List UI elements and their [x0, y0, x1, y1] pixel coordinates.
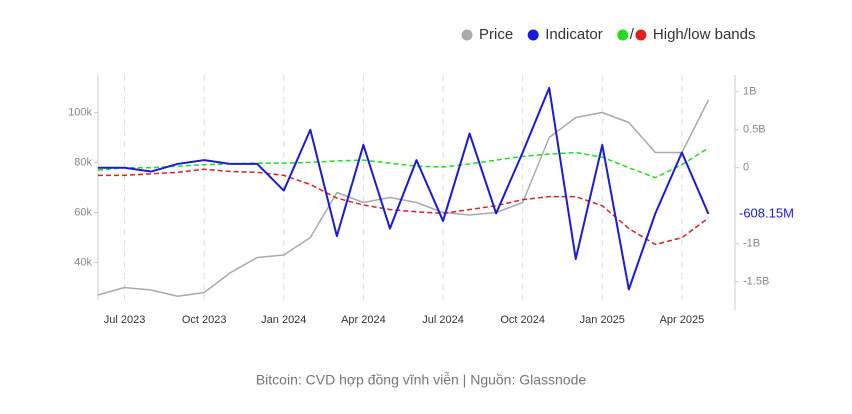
legend-label: Indicator [545, 26, 603, 43]
x-tick-label: Apr 2025 [660, 314, 705, 326]
high-band [97, 147, 709, 179]
y-tick-label: 60k [74, 206, 92, 218]
legend-dot [527, 29, 539, 41]
value-label: -608.15M [739, 205, 794, 220]
low-band [98, 168, 709, 246]
x-tick-label: Jan 2025 [580, 314, 625, 326]
x-tick-label: Apr 2024 [341, 314, 386, 326]
y-tick-label: 40k [74, 256, 92, 268]
y-tick-label: 100k [68, 106, 92, 118]
x-tick-label: Oct 2023 [182, 314, 227, 326]
x-tick-label: Jan 2024 [261, 314, 306, 326]
legend-label: High/low bands [653, 26, 756, 43]
y2-tick-label: 0 [743, 162, 749, 174]
y2-tick-label: 1B [743, 86, 756, 98]
y2-tick-label: -1.5B [743, 276, 769, 288]
legend-dot [617, 29, 629, 41]
series-line [97, 99, 710, 297]
legend-dot [635, 29, 647, 41]
legend-label: Price [479, 26, 513, 43]
legend: Price Indicator / High/low bands [461, 26, 756, 43]
y-tick-label: 80k [74, 156, 92, 168]
x-tick-label: Oct 2024 [500, 314, 545, 326]
x-tick-label: Jul 2024 [422, 314, 464, 326]
x-tick-label: Jul 2023 [104, 314, 146, 326]
legend-separator: / [630, 26, 635, 43]
y2-tick-label: -1B [743, 238, 760, 250]
series-line [98, 86, 710, 291]
y2-tick-label: 0.5B [743, 124, 766, 136]
caption: Bitcoin: CVD hợp đồng vĩnh viễn | Nguồn:… [256, 372, 587, 388]
legend-dot [461, 29, 473, 41]
